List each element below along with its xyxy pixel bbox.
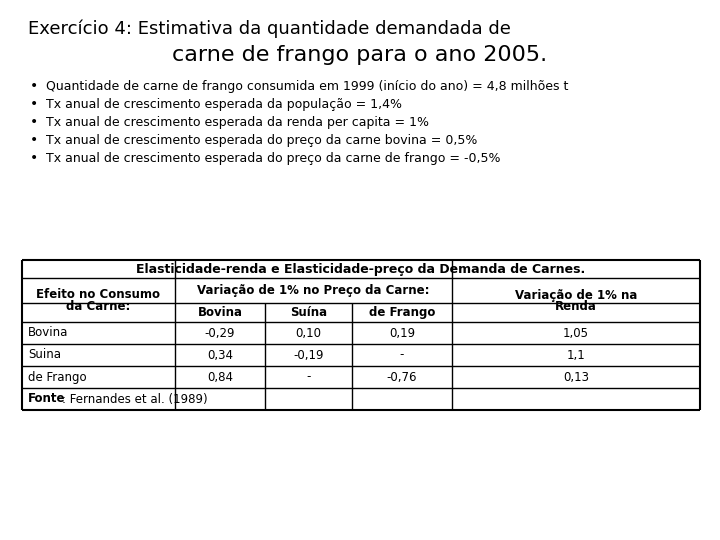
Text: Tx anual de crescimento esperada do preço da carne bovina = 0,5%: Tx anual de crescimento esperada do preç…	[46, 134, 477, 147]
Text: carne de frango para o ano 2005.: carne de frango para o ano 2005.	[172, 45, 548, 65]
Text: -: -	[400, 348, 404, 361]
Text: 0,34: 0,34	[207, 348, 233, 361]
Text: da Carne:: da Carne:	[66, 300, 131, 314]
Text: Suina: Suina	[28, 348, 61, 361]
Text: Exercício 4: Estimativa da quantidade demandada de: Exercício 4: Estimativa da quantidade de…	[28, 20, 511, 38]
Text: 1,1: 1,1	[567, 348, 585, 361]
Text: -0,29: -0,29	[204, 327, 235, 340]
Text: Variação de 1% na: Variação de 1% na	[515, 288, 637, 301]
Text: Tx anual de crescimento esperada da população = 1,4%: Tx anual de crescimento esperada da popu…	[46, 98, 402, 111]
Text: 0,84: 0,84	[207, 370, 233, 383]
Text: de Frango: de Frango	[369, 306, 435, 319]
Text: Fonte: Fonte	[28, 393, 66, 406]
Text: Tx anual de crescimento esperada da renda per capita = 1%: Tx anual de crescimento esperada da rend…	[46, 116, 429, 129]
Text: -: -	[306, 370, 311, 383]
Text: -0,19: -0,19	[293, 348, 324, 361]
Text: Suína: Suína	[290, 306, 327, 319]
Text: Variação de 1% no Preço da Carne:: Variação de 1% no Preço da Carne:	[197, 284, 430, 297]
Text: Efeito no Consumo: Efeito no Consumo	[37, 288, 161, 301]
Text: •: •	[30, 133, 38, 147]
Text: : Fernandes et al. (1989): : Fernandes et al. (1989)	[62, 393, 207, 406]
Text: •: •	[30, 97, 38, 111]
Text: Quantidade de carne de frango consumida em 1999 (início do ano) = 4,8 milhões t: Quantidade de carne de frango consumida …	[46, 80, 568, 93]
Text: 0,10: 0,10	[295, 327, 322, 340]
Text: 0,19: 0,19	[389, 327, 415, 340]
Text: 0,13: 0,13	[563, 370, 589, 383]
Text: •: •	[30, 115, 38, 129]
Text: •: •	[30, 79, 38, 93]
Text: de Frango: de Frango	[28, 370, 86, 383]
Text: -0,76: -0,76	[387, 370, 418, 383]
Text: Tx anual de crescimento esperada do preço da carne de frango = -0,5%: Tx anual de crescimento esperada do preç…	[46, 152, 500, 165]
Text: Elasticidade-renda e Elasticidade-preço da Demanda de Carnes.: Elasticidade-renda e Elasticidade-preço …	[136, 262, 585, 275]
Text: Renda: Renda	[555, 300, 597, 314]
Text: 1,05: 1,05	[563, 327, 589, 340]
Text: Bovina: Bovina	[28, 327, 68, 340]
Text: Bovina: Bovina	[197, 306, 243, 319]
Text: •: •	[30, 151, 38, 165]
